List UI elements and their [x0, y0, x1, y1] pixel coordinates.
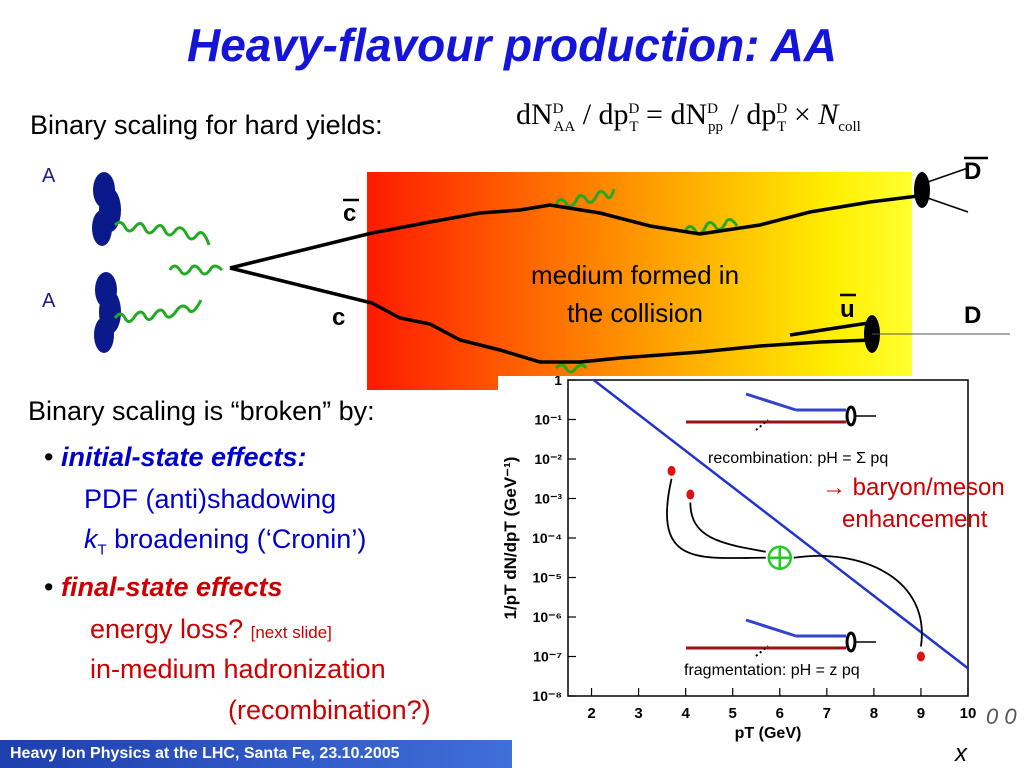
x-tick-label: 5 — [729, 705, 737, 722]
y-tick-label: 1 — [554, 376, 562, 388]
quark-lines — [229, 194, 919, 364]
y-tick-label: 10⁻⁸ — [532, 688, 562, 704]
energy-loss-text: energy loss? [next slide] — [90, 614, 332, 644]
y-tick-label: 10⁻⁵ — [532, 570, 562, 586]
parton-arrow — [745, 392, 797, 412]
gluon-lines — [113, 188, 739, 374]
medium-caption: medium formed in the collision — [495, 256, 775, 332]
anticharm-label: c — [343, 200, 357, 227]
y-tick-label: 10⁻³ — [534, 491, 562, 507]
binary-scaling-formula: dNDAA / dpDT = dNDpp / dpDT × Ncoll — [516, 98, 861, 135]
medium-caption-line2: the collision — [567, 298, 703, 328]
parton-arrow — [745, 618, 797, 638]
x-tick-label: 6 — [776, 705, 784, 722]
x-tick-label: 4 — [681, 705, 690, 722]
quark-point — [916, 651, 925, 662]
binary-scaling-label: Binary scaling for hard yields: — [30, 110, 383, 140]
collision-diagram — [92, 156, 1010, 374]
footer-bar: Heavy Ion Physics at the LHC, Santa Fe, … — [0, 740, 512, 768]
broken-heading: Binary scaling is “broken” by: — [28, 396, 375, 426]
kt-broadening-text: kT broadening (‘Cronin’) — [84, 524, 367, 559]
x-tick-label: 10 — [960, 705, 977, 722]
quark-point — [667, 465, 676, 476]
nucleus-top-label: A — [42, 165, 56, 187]
x-tick-label: 3 — [634, 705, 642, 722]
nucleus-bottom-shape — [94, 272, 121, 353]
recombination-annotation: recombination: pH = Σ pq — [708, 450, 889, 467]
final-bullet: • final-state effects — [44, 572, 283, 602]
stray-x-text: x — [955, 740, 967, 767]
formula-lhs-num: dN — [516, 98, 553, 131]
y-axis-label: 1/pT dN/dpT (GeV⁻¹) — [501, 457, 520, 620]
nucleus-top-shape — [92, 172, 121, 246]
hadronization-text: in-medium hadronization — [90, 654, 386, 684]
spectrum-line — [591, 380, 968, 670]
baryon-meson-line1: → baryon/meson — [822, 474, 1005, 501]
dbar-meson-label: D — [964, 158, 982, 185]
recombination-arrow — [666, 478, 766, 559]
medium-region — [367, 172, 912, 390]
charm-label: c — [332, 304, 346, 331]
hadron-shape — [845, 405, 857, 427]
x-axis-label: pT (GeV) — [735, 725, 802, 742]
x-tick-label: 7 — [823, 705, 831, 722]
next-slide-note: [next slide] — [250, 623, 332, 642]
medium-caption-line1: medium formed in — [530, 260, 740, 290]
recombination-text: (recombination?) — [228, 695, 431, 725]
baryon-meson-line2: enhancement — [842, 506, 988, 533]
y-tick-label: 10⁻⁴ — [532, 530, 562, 546]
dbar-meson-shape — [914, 167, 969, 213]
initial-bullet: • initial-state effects: — [44, 442, 307, 472]
recombination-arrow — [689, 502, 766, 553]
pdf-shadowing-text: PDF (anti)shadowing — [84, 484, 337, 514]
y-tick-label: 10⁻¹ — [534, 412, 562, 428]
stray-zero-text: 0 0 — [986, 704, 1017, 729]
hadron-shape — [845, 631, 857, 653]
x-tick-label: 2 — [587, 705, 595, 722]
slide-title: Heavy-flavour production: AA — [186, 19, 838, 71]
x-tick-label: 8 — [870, 705, 878, 722]
quark-point — [686, 489, 695, 500]
x-tick-label: 9 — [917, 705, 925, 722]
spectrum-chart: 2 3 4 5 6 7 8 9 10 1 10⁻¹ 10⁻² 10⁻³ 10⁻⁴ 10⁻⁵ 10⁻⁶ 10⁻⁷ 1… — [498, 376, 998, 742]
chart-background — [498, 376, 998, 742]
fragmentation-annotation: fragmentation: pH = z pq — [684, 662, 860, 679]
antiup-label: u — [840, 296, 855, 323]
recombination-arrow — [793, 554, 923, 647]
initial-state-label: initial-state effects: — [60, 442, 307, 472]
final-state-label: final-state effects — [60, 572, 283, 602]
y-tick-label: 10⁻⁶ — [533, 609, 562, 625]
nucleus-bottom-label: A — [42, 290, 56, 312]
y-tick-label: 10⁻⁷ — [533, 649, 562, 665]
y-tick-label: 10⁻² — [534, 451, 562, 467]
d-meson-shape — [864, 315, 1010, 353]
d-meson-label: D — [964, 302, 982, 329]
